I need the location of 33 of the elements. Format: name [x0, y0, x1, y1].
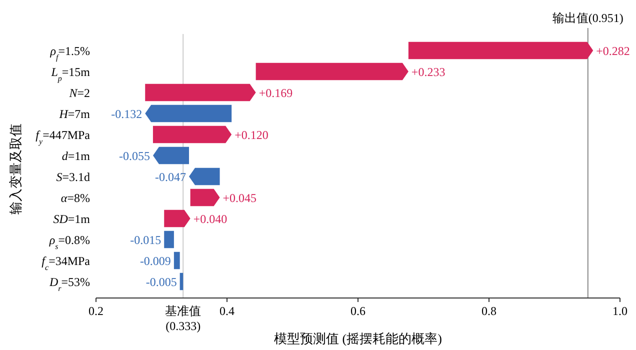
data-label: +0.169 [258, 86, 293, 100]
y-tick-label: S=3.1d [56, 170, 90, 184]
x-tick-label: 0.8 [482, 304, 496, 318]
data-label: -0.055 [118, 149, 150, 163]
data-label: +0.120 [234, 128, 268, 142]
data-label: -0.015 [130, 233, 162, 247]
x-tick-label: 1.0 [612, 304, 628, 318]
data-label: -0.005 [146, 275, 177, 289]
x-tick-label: 0.6 [350, 304, 366, 318]
y-tick-label: α=8% [60, 191, 90, 205]
data-label: +0.045 [222, 191, 257, 205]
y-tick-label: f$_{c}$=34MPa [42, 254, 91, 272]
ref-line-label: 基准值 (0.333) [165, 304, 202, 333]
y-tick-label: ρ$_{f}$=1.5% [49, 44, 90, 62]
y-tick-label: f$_{y}$=447MPa [36, 128, 91, 146]
y-tick-label: ρ$_{s}$=0.8% [48, 233, 90, 250]
data-label: -0.009 [140, 254, 171, 268]
y-tick-label: D$_{r}$=53% [48, 275, 90, 292]
data-label: +0.282 [596, 44, 630, 58]
data-label: +0.233 [411, 65, 446, 79]
y-tick-label: N=2 [68, 86, 90, 100]
x-axis-title: 模型预测值 (摇摆耗能的概率) [274, 331, 442, 346]
y-tick-label: d=1m [62, 149, 91, 163]
x-tick-label: 0.4 [220, 304, 234, 318]
data-label: -0.047 [155, 170, 186, 184]
data-label: +0.040 [193, 212, 228, 226]
ref-line-label: 输出值(0.951) [552, 11, 624, 25]
y-tick-label: SD=1m [53, 212, 91, 226]
y-tick-label: H=7m [58, 107, 91, 121]
data-label: -0.132 [111, 107, 142, 121]
y-tick-label: L$_{p}$=15m [50, 65, 91, 82]
y-axis-title: 输入变量及取值 [8, 124, 23, 214]
x-tick-label: 0.2 [88, 304, 104, 318]
